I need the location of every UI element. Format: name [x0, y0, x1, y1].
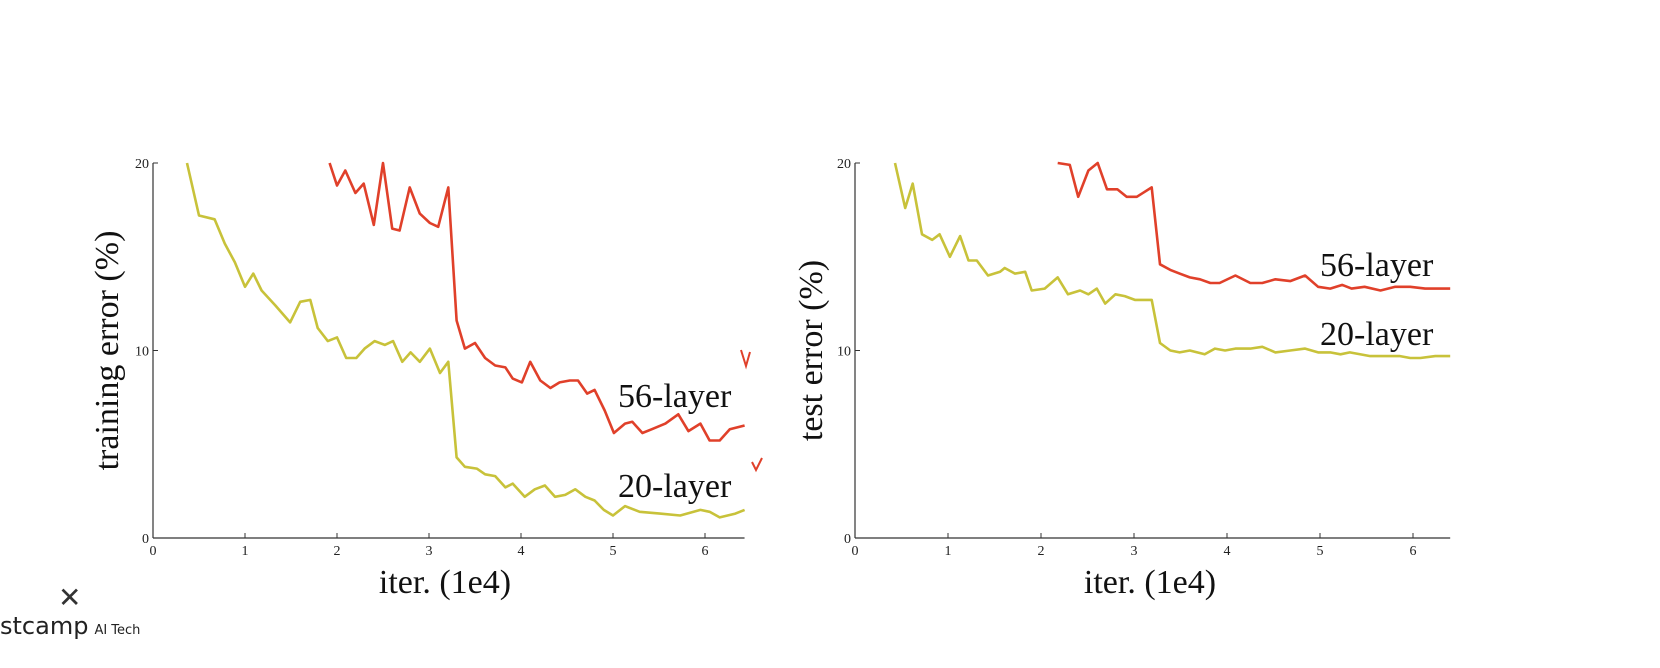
series-annotation: 20-layer [1320, 316, 1434, 353]
y-tick-label: 20 [837, 157, 851, 172]
logo-text: stcamp [0, 612, 89, 640]
x-tick-label: 2 [1038, 544, 1045, 559]
y-tick-label: 0 [844, 532, 851, 547]
series-annotation: 56-layer [618, 378, 732, 415]
x-tick-label: 3 [1131, 544, 1138, 559]
series-annotation: 56-layer [1320, 247, 1434, 284]
x-tick-label: 6 [1410, 544, 1417, 559]
series-line-20-layer [185, 162, 746, 519]
x-axis-label: iter. (1e4) [1084, 564, 1216, 601]
logo: stcamp AI Tech [0, 612, 140, 640]
series-line-56-layer [1057, 161, 1451, 292]
x-tick-label: 3 [426, 544, 433, 559]
series-annotation: 20-layer [618, 468, 732, 505]
x-tick-label: 4 [518, 544, 525, 559]
y-axis-label: test error (%) [793, 260, 830, 441]
close-icon[interactable]: ✕ [58, 581, 82, 614]
x-tick-label: 1 [242, 544, 249, 559]
x-axis-label: iter. (1e4) [379, 564, 511, 601]
x-tick-label: 4 [1224, 544, 1231, 559]
series-line-56-layer [328, 161, 745, 442]
y-tick-label: 20 [135, 157, 149, 172]
x-tick-label: 0 [852, 544, 859, 559]
x-tick-label: 5 [1317, 544, 1324, 559]
test-error-chart: 0 1 2 3 4 5 6 0 10 20 iter. (1e4) test error (%) 56-… [793, 157, 1451, 601]
training-error-chart: 0 1 2 3 4 5 6 0 10 20 iter. (1e4) training error (%… [89, 157, 746, 601]
x-tick-label: 6 [702, 544, 709, 559]
pen-mark [740, 349, 751, 370]
y-tick-label: 10 [837, 345, 851, 360]
y-tick-label: 10 [135, 345, 149, 360]
x-tick-label: 5 [610, 544, 617, 559]
y-tick-label: 0 [142, 532, 149, 547]
x-tick-label: 1 [945, 544, 952, 559]
x-tick-label: 2 [334, 544, 341, 559]
series-line-20-layer [893, 162, 1451, 360]
x-tick-label: 0 [150, 544, 157, 559]
logo-subtext: AI Tech [94, 623, 141, 638]
y-axis-label: training error (%) [89, 231, 126, 471]
pen-mark [751, 457, 763, 473]
